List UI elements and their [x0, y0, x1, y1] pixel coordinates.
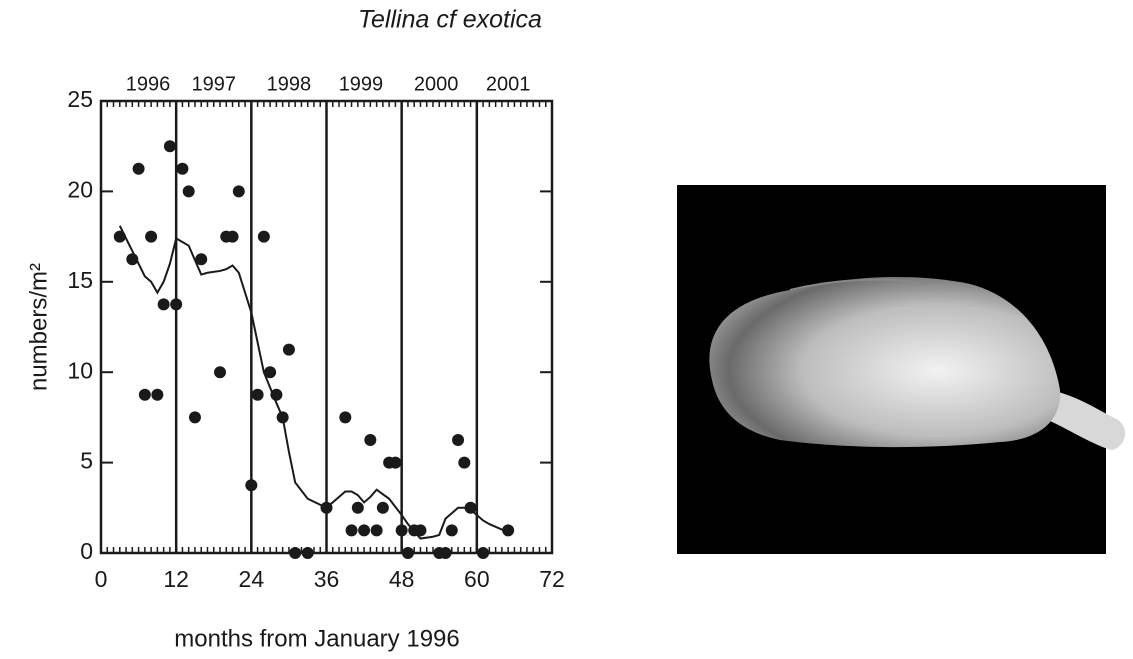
data-point	[370, 524, 383, 537]
x-tick-label: 24	[239, 566, 265, 592]
y-tick-label: 15	[67, 267, 93, 293]
plot-frame	[99, 99, 554, 555]
data-point	[264, 366, 277, 379]
data-point	[445, 524, 458, 537]
data-point	[452, 434, 465, 446]
data-point	[170, 298, 183, 311]
year-label: 1996	[126, 73, 171, 95]
data-point	[351, 501, 364, 514]
data-point	[477, 547, 490, 559]
data-point	[414, 524, 427, 537]
data-point	[232, 185, 245, 198]
data-point	[245, 479, 258, 492]
data-point	[358, 524, 371, 537]
data-point	[345, 524, 358, 537]
y-tick-label: 0	[80, 538, 93, 564]
y-tick-label: 10	[67, 357, 93, 383]
data-point	[251, 388, 264, 401]
x-tick-label: 0	[95, 566, 108, 592]
shell-photo	[677, 185, 1126, 554]
data-point	[458, 456, 471, 469]
x-tick-label: 36	[314, 566, 340, 592]
data-point	[464, 501, 477, 514]
x-axis-label: months from January 1996	[174, 625, 459, 652]
data-point	[145, 230, 158, 243]
trend-line	[118, 225, 509, 540]
data-point	[376, 501, 389, 514]
data-point	[364, 434, 377, 446]
data-point	[282, 343, 295, 356]
data-point	[289, 547, 302, 559]
data-point	[301, 547, 314, 559]
data-point	[339, 411, 352, 424]
x-tick-label: 12	[163, 566, 189, 592]
y-axis-label: numbers/m²	[25, 263, 52, 391]
y-tick-label: 25	[67, 86, 93, 112]
data-point	[389, 456, 402, 469]
data-point	[439, 547, 452, 559]
year-label: 2000	[414, 73, 459, 95]
data-point	[157, 298, 170, 311]
year-label: 1998	[267, 73, 312, 95]
data-point	[132, 162, 145, 175]
data-point	[226, 230, 239, 243]
x-tick-label: 60	[464, 566, 490, 592]
data-point	[195, 253, 208, 266]
data-point	[188, 411, 201, 424]
year-label: 1997	[192, 73, 237, 95]
data-point	[163, 140, 176, 153]
year-label: 1999	[339, 73, 384, 95]
data-point	[257, 230, 270, 243]
y-tick-label: 5	[80, 448, 93, 474]
y-tick-label: 20	[67, 176, 93, 202]
data-point	[176, 162, 189, 175]
data-point	[151, 388, 164, 401]
x-tick-label: 72	[539, 566, 565, 592]
chart-title: Tellina cf exotica	[358, 6, 542, 34]
data-point	[401, 547, 414, 559]
data-point	[395, 524, 408, 537]
x-tick-label: 48	[389, 566, 415, 592]
data-point	[182, 185, 195, 198]
year-label: 2001	[486, 73, 531, 95]
data-point	[214, 366, 227, 379]
data-point	[138, 388, 151, 401]
